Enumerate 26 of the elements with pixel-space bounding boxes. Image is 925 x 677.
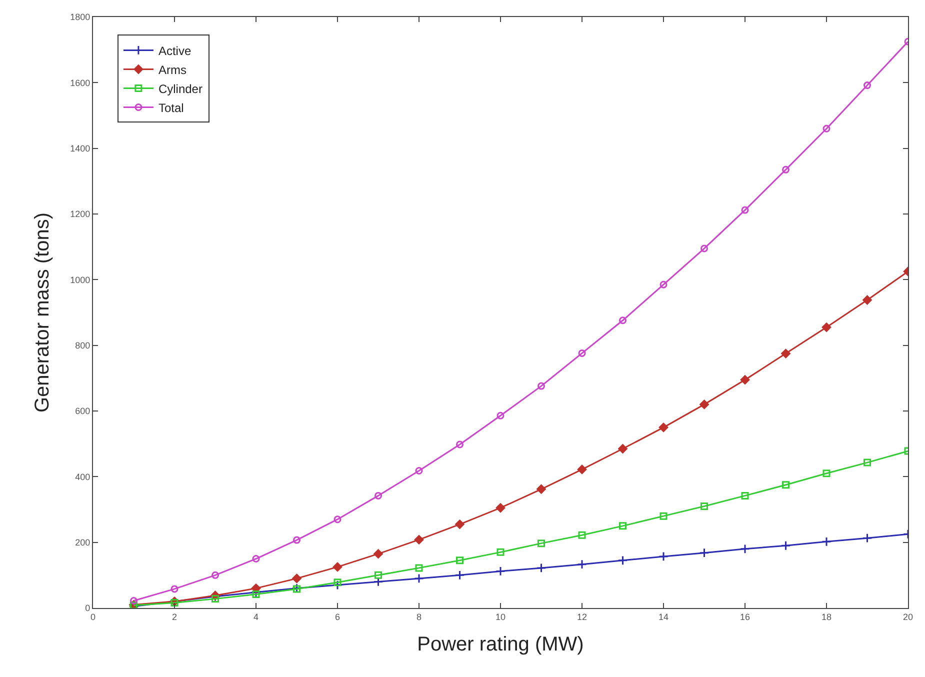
x-tick-label: 20: [902, 612, 914, 622]
x-tick-label: 2: [172, 612, 178, 622]
y-tick-label: 600: [75, 406, 90, 416]
y-tick-label: 1200: [70, 209, 90, 220]
y-tick-label: 1400: [70, 143, 90, 154]
legend-label: Total: [158, 100, 184, 115]
y-tick-label: 400: [75, 472, 90, 482]
y-tick-label: 1000: [70, 274, 90, 285]
y-tick-label: 800: [75, 340, 90, 350]
x-tick-label: 8: [416, 612, 422, 622]
x-tick-label: 16: [740, 612, 750, 622]
y-axis-title: Generator mass (tons): [32, 212, 54, 413]
y-tick-label: 200: [75, 537, 90, 548]
x-tick-label: 14: [658, 612, 669, 622]
x-tick-label: 6: [334, 612, 340, 622]
x-tick-label: 10: [495, 612, 506, 622]
legend-label: Active: [158, 44, 192, 58]
x-tick-label: 12: [576, 612, 588, 622]
x-tick-label: 4: [253, 612, 259, 622]
x-axis-title: Power rating (MW): [417, 633, 584, 656]
legend-label: Cylinder: [158, 82, 202, 96]
y-tick-label: 1600: [70, 78, 90, 88]
x-tick-label: 18: [821, 612, 832, 622]
y-tick-label: 1800: [70, 12, 90, 22]
legend-label: Arms: [158, 62, 186, 77]
y-tick-label: 0: [85, 603, 90, 614]
